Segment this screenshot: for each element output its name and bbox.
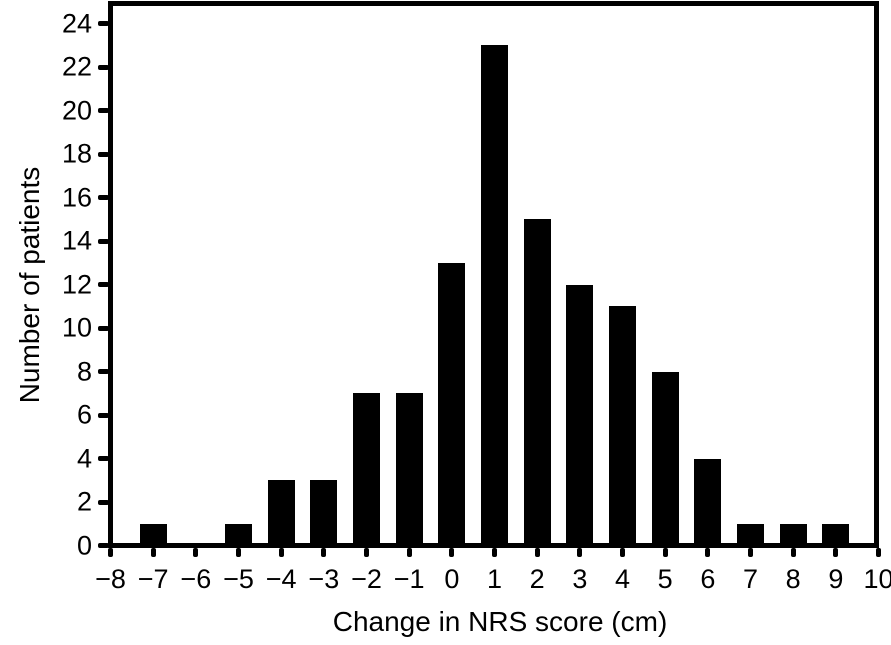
y-tick-label: 8 bbox=[76, 356, 92, 386]
bar-x2 bbox=[523, 219, 551, 546]
x-tick-mark bbox=[321, 548, 327, 557]
x-tick-label: 8 bbox=[785, 564, 801, 594]
x-tick-label: 2 bbox=[529, 564, 545, 594]
x-tick-label: −5 bbox=[223, 564, 254, 594]
x-tick-mark bbox=[790, 548, 796, 557]
x-tick-mark bbox=[577, 548, 583, 557]
x-tick-label: −2 bbox=[351, 564, 382, 594]
y-tick-label: 4 bbox=[76, 443, 92, 473]
y-tick-label: 2 bbox=[76, 486, 92, 517]
bar-x3 bbox=[566, 284, 594, 546]
x-tick-mark bbox=[406, 548, 412, 557]
x-tick-mark bbox=[449, 548, 455, 557]
y-tick-label: 10 bbox=[61, 312, 92, 343]
bar-x0 bbox=[438, 262, 466, 546]
y-tick-mark bbox=[98, 108, 109, 113]
x-tick-label: 4 bbox=[614, 564, 631, 594]
bar-x6 bbox=[694, 458, 722, 546]
x-tick-mark bbox=[620, 548, 625, 557]
y-tick-mark bbox=[98, 282, 109, 287]
y-tick-mark bbox=[98, 21, 109, 26]
bar-x5 bbox=[651, 371, 679, 546]
x-tick-mark bbox=[278, 548, 284, 557]
y-tick-label: 14 bbox=[61, 225, 92, 256]
bar-x7 bbox=[737, 523, 764, 546]
x-tick-label: −6 bbox=[180, 564, 212, 594]
y-tick-mark bbox=[98, 64, 109, 70]
x-tick-label: −8 bbox=[95, 564, 126, 594]
y-tick-label: 6 bbox=[76, 399, 92, 430]
bar-x-1 bbox=[395, 393, 423, 546]
y-tick-label: 24 bbox=[61, 8, 92, 38]
y-tick-label: 0 bbox=[76, 530, 92, 560]
x-tick-mark bbox=[108, 548, 113, 557]
x-tick-mark bbox=[833, 548, 839, 557]
y-tick-label: 20 bbox=[61, 95, 92, 125]
y-axis-label: Number of patients bbox=[14, 166, 45, 404]
x-tick-label: −7 bbox=[137, 564, 169, 594]
x-tick-mark bbox=[705, 548, 711, 557]
x-tick-label: −1 bbox=[393, 564, 425, 594]
x-tick-label: −4 bbox=[265, 564, 297, 594]
y-tick-label: 16 bbox=[61, 182, 92, 212]
x-tick-label: 3 bbox=[572, 564, 588, 594]
x-tick-mark bbox=[193, 548, 199, 557]
x-tick-label: 7 bbox=[742, 564, 759, 594]
x-tick-mark bbox=[364, 548, 369, 557]
y-tick-label: 12 bbox=[61, 269, 92, 299]
x-tick-mark bbox=[876, 548, 881, 557]
x-tick-mark bbox=[662, 548, 668, 557]
y-tick-mark bbox=[98, 456, 109, 461]
y-tick-label: 22 bbox=[61, 51, 92, 82]
x-tick-mark bbox=[492, 548, 497, 557]
y-tick-mark bbox=[98, 325, 109, 331]
bar-x4 bbox=[609, 306, 636, 546]
x-tick-mark bbox=[150, 548, 156, 557]
bar-x-3 bbox=[310, 480, 338, 546]
y-tick-mark bbox=[98, 369, 109, 374]
y-tick-mark bbox=[98, 412, 109, 418]
bar-x-4 bbox=[267, 480, 295, 546]
x-tick-label: −3 bbox=[308, 564, 340, 594]
y-tick-mark bbox=[98, 151, 109, 157]
bar-x-7 bbox=[139, 523, 167, 546]
bar-x-2 bbox=[353, 393, 380, 546]
x-tick-label: 5 bbox=[657, 564, 673, 594]
bar-x9 bbox=[822, 523, 850, 546]
x-tick-mark bbox=[534, 548, 540, 557]
x-tick-label: 6 bbox=[700, 564, 716, 594]
x-axis-label: Change in NRS score (cm) bbox=[332, 606, 668, 637]
y-tick-mark bbox=[98, 195, 109, 200]
y-tick-mark bbox=[98, 238, 109, 244]
x-tick-mark bbox=[236, 548, 241, 557]
x-tick-label: 1 bbox=[486, 564, 503, 594]
y-tick-label: 18 bbox=[61, 138, 92, 169]
x-tick-label: 10 bbox=[863, 564, 891, 594]
y-tick-mark bbox=[98, 543, 109, 548]
x-tick-mark bbox=[748, 548, 753, 557]
bar-x1 bbox=[481, 45, 508, 546]
y-tick-mark bbox=[98, 499, 109, 505]
x-tick-label: 0 bbox=[444, 564, 460, 594]
x-tick-label: 9 bbox=[828, 564, 844, 594]
plot-frame bbox=[108, 1, 879, 548]
bar-x8 bbox=[779, 523, 807, 546]
bar-x-5 bbox=[225, 523, 252, 546]
